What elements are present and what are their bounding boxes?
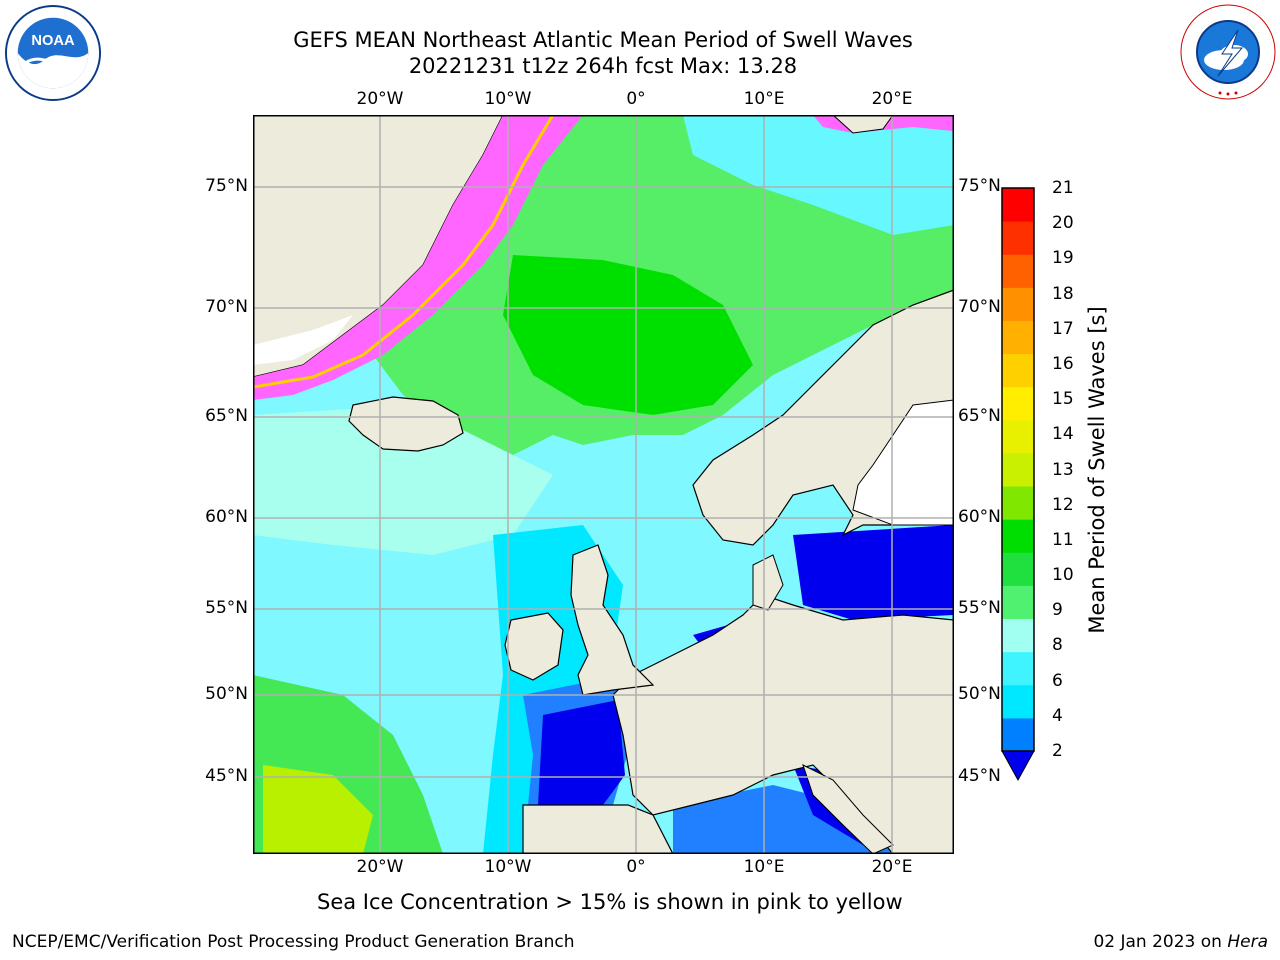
- footer-host: Hera: [1227, 932, 1268, 952]
- colorbar-tick: 13: [1052, 459, 1074, 480]
- footer-date-text: 02 Jan 2023 on: [1093, 932, 1222, 952]
- colorbar-swatch: [1002, 419, 1034, 454]
- lat-label-left: 55°N: [205, 598, 248, 618]
- lat-label-right: 65°N: [958, 406, 1001, 426]
- lon-label-bottom: 20°W: [356, 857, 404, 877]
- lat-label-right: 75°N: [958, 176, 1001, 196]
- lon-label-top: 10°W: [484, 89, 532, 109]
- lat-label-right: 60°N: [958, 507, 1001, 527]
- colorbar-tick: 10: [1052, 565, 1074, 586]
- map-title: GEFS MEAN Northeast Atlantic Mean Period…: [293, 28, 913, 52]
- ireland: [504, 612, 564, 681]
- colorbar-swatch: [1002, 717, 1034, 752]
- footer-date: 02 Jan 2023 on Hera: [1093, 932, 1268, 952]
- colorbar-swatch: [1002, 486, 1034, 520]
- swell-band-darkblue-biscay: [538, 700, 625, 805]
- colorbar-tick: 12: [1052, 494, 1074, 515]
- svg-text:NOAA: NOAA: [31, 33, 75, 49]
- lat-label-left: 60°N: [205, 507, 248, 527]
- sea-ice-edge: [253, 115, 555, 389]
- colorbar-swatch: [1002, 684, 1034, 719]
- colorbar-tick: 16: [1052, 353, 1074, 374]
- colorbar-tick: 9: [1052, 600, 1063, 621]
- colorbar: [1001, 187, 1035, 782]
- lat-label-right: 55°N: [958, 598, 1001, 618]
- colorbar-swatch: [1002, 221, 1034, 255]
- lon-label-top: 10°E: [743, 89, 785, 109]
- gulf-of-bothnia: [852, 399, 954, 526]
- lon-label-bottom: 10°E: [743, 857, 785, 877]
- sea-ice-note: Sea Ice Concentration > 15% is shown in …: [317, 890, 903, 914]
- colorbar-swatch: [1002, 618, 1034, 653]
- great-britain: [570, 544, 655, 696]
- denmark: [752, 554, 784, 611]
- lat-label-right: 50°N: [958, 684, 1001, 704]
- colorbar-swatch: [1002, 585, 1034, 620]
- colorbar-tick: 8: [1052, 635, 1063, 656]
- colorbar-swatch: [1002, 651, 1034, 686]
- colorbar-tick: 14: [1052, 424, 1074, 445]
- lat-label-left: 50°N: [205, 684, 248, 704]
- lon-label-top: 20°W: [356, 89, 404, 109]
- colorbar-tick: 15: [1052, 389, 1074, 410]
- colorbar-swatch: [1002, 188, 1034, 222]
- noaa-logo-icon: NOAA: [4, 4, 102, 102]
- colorbar-swatch: [1002, 452, 1034, 487]
- colorbar-tick: 6: [1052, 670, 1063, 691]
- lon-label-bottom: 0°: [626, 857, 646, 877]
- colorbar-swatch: [1002, 254, 1034, 288]
- lon-label-top: 20°E: [871, 89, 913, 109]
- lat-label-left: 75°N: [205, 176, 248, 196]
- colorbar-swatch: [1002, 386, 1034, 421]
- swell-band-yellowgreen-southwest: [263, 765, 373, 854]
- iceland: [348, 396, 464, 452]
- swell-band-brightgreen: [503, 255, 753, 415]
- lat-label-right: 70°N: [958, 297, 1001, 317]
- lon-label-bottom: 20°E: [871, 857, 913, 877]
- lon-label-top: 0°: [626, 89, 646, 109]
- nws-logo-icon: [1180, 4, 1276, 100]
- colorbar-swatch: [1002, 320, 1034, 355]
- colorbar-tick: 18: [1052, 283, 1074, 304]
- colorbar-tick: 20: [1052, 213, 1074, 234]
- svalbard: [832, 115, 894, 134]
- colorbar-tick: 11: [1052, 529, 1074, 550]
- swell-band-darkblue-baltic: [793, 525, 953, 620]
- lon-label-bottom: 10°W: [484, 857, 532, 877]
- colorbar-tick: 19: [1052, 248, 1074, 269]
- greenland-coast-white: [253, 315, 353, 365]
- colorbar-tick: 21: [1052, 178, 1074, 198]
- lat-label-right: 45°N: [958, 766, 1001, 786]
- colorbar-tick: 4: [1052, 705, 1063, 726]
- map-subtitle: 20221231 t12z 264h fcst Max: 13.28: [408, 54, 798, 78]
- colorbar-swatch: [1002, 519, 1034, 553]
- footer-credit: NCEP/EMC/Verification Post Processing Pr…: [12, 932, 575, 952]
- colorbar-swatch: [1002, 552, 1034, 586]
- colorbar-swatch: [1002, 353, 1034, 388]
- colorbar-tick: 2: [1052, 741, 1063, 761]
- lat-label-left: 65°N: [205, 406, 248, 426]
- lat-label-left: 45°N: [205, 766, 248, 786]
- swell-period-map: [253, 115, 954, 854]
- swell-band-cyan-north: [683, 115, 954, 235]
- colorbar-tick: 17: [1052, 318, 1074, 339]
- colorbar-swatch: [1002, 287, 1034, 321]
- lat-label-left: 70°N: [205, 297, 248, 317]
- colorbar-label: Mean Period of Swell Waves [s]: [1085, 306, 1109, 634]
- italy: [802, 764, 894, 854]
